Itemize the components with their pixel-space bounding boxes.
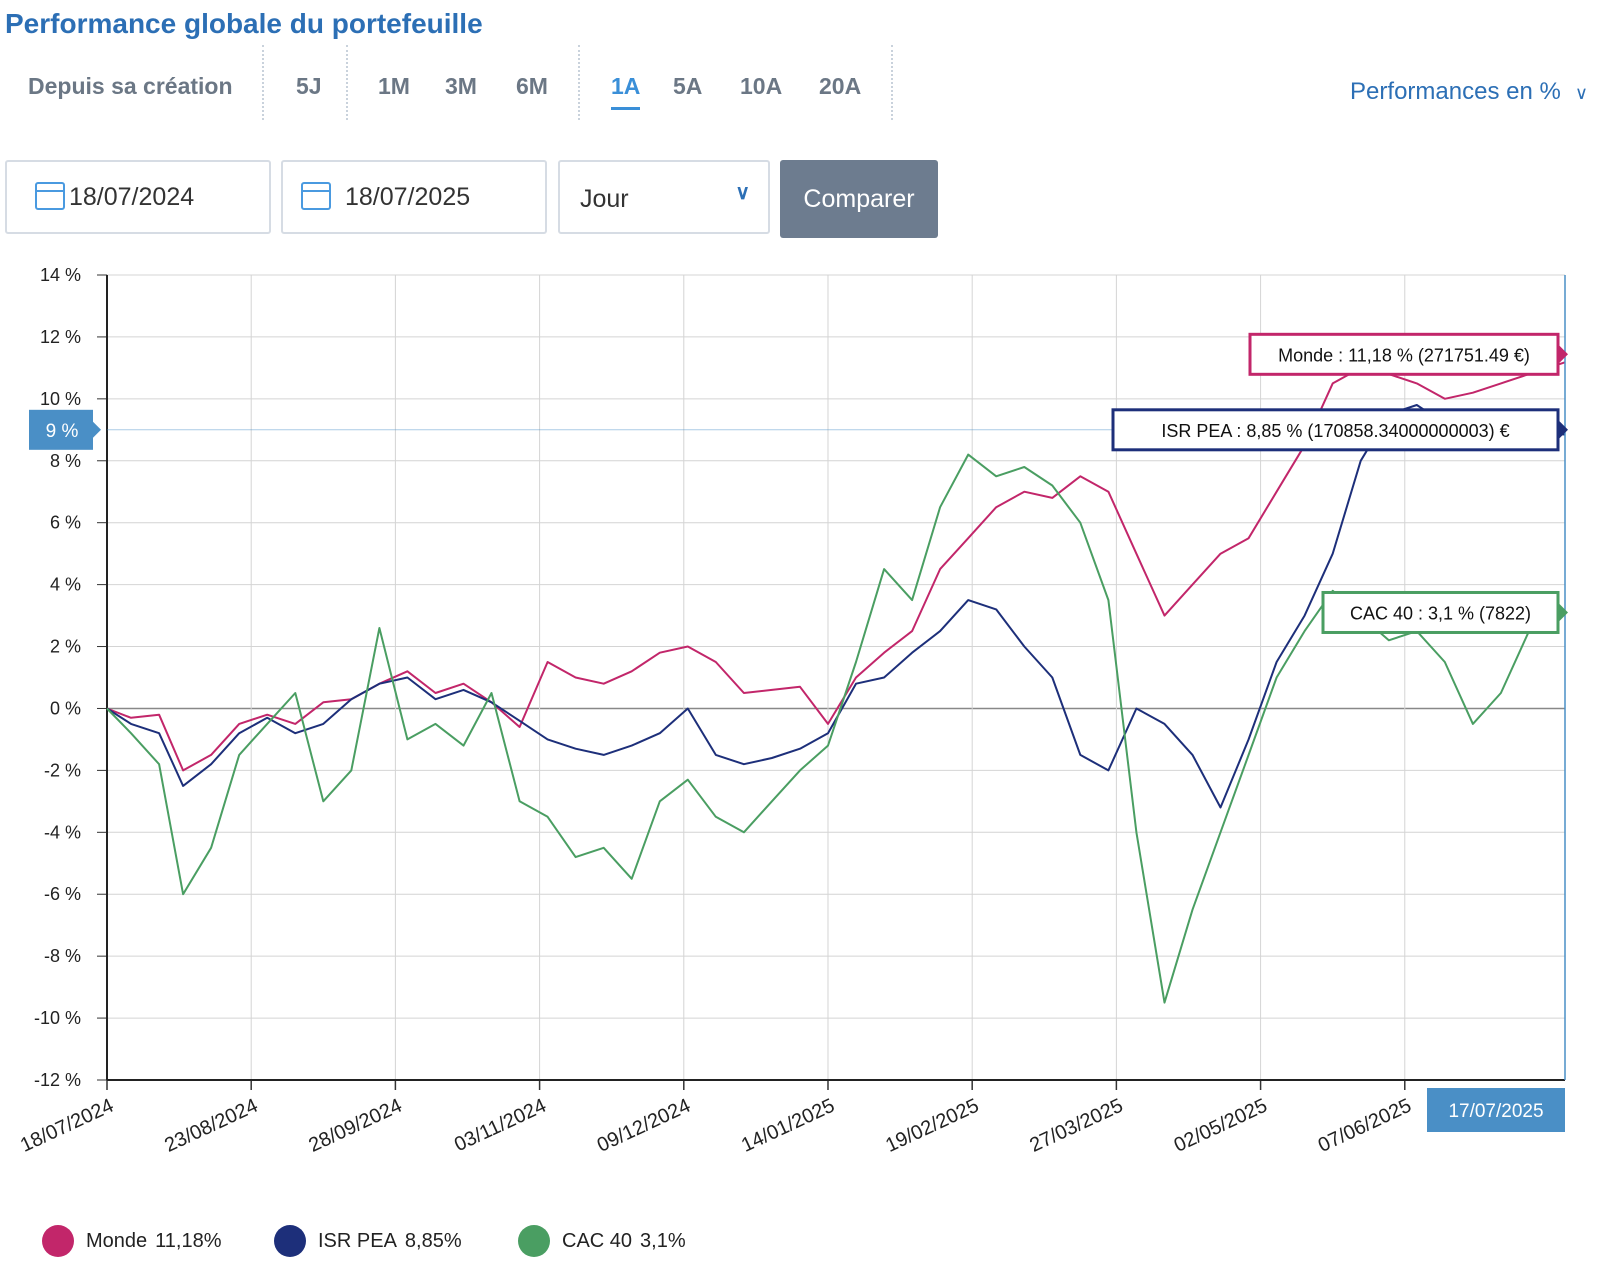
- chart-series-lines: [106, 361, 1566, 1004]
- y-tick-label: -8 %: [44, 946, 81, 966]
- legend-value: 3,1%: [640, 1229, 686, 1252]
- compare-button[interactable]: Comparer: [780, 160, 938, 238]
- legend-value: 11,18%: [155, 1229, 222, 1252]
- cursor-y-label: 9 %: [46, 421, 79, 442]
- tooltip-box: [1321, 590, 1560, 634]
- cursor-date-label: 17/07/2025: [1448, 1101, 1543, 1122]
- legend-dot: [42, 1225, 74, 1257]
- legend-dot: [518, 1225, 550, 1257]
- legend-label: CAC 40: [562, 1229, 633, 1252]
- legend-item-isr-pea[interactable]: ISR PEA 8,85%: [274, 1225, 462, 1257]
- y-tick-label: -12 %: [34, 1070, 81, 1090]
- period-5j[interactable]: 5J: [296, 73, 322, 99]
- x-tick-label: 23/08/2024: [161, 1095, 261, 1157]
- calendar-icon: [301, 182, 331, 210]
- period-6m[interactable]: 6M: [516, 73, 548, 99]
- page-title: Performance globale du portefeuille: [5, 8, 483, 39]
- chart-cursor-overlay: 9 % 17/07/2025 Monde : 11,18 % (271751.49 …: [29, 275, 1568, 1132]
- cursor-date-badge: [1427, 1088, 1565, 1132]
- legend-item-cac-40[interactable]: CAC 40 3,1%: [518, 1225, 686, 1257]
- end-date-value: 18/07/2025: [345, 183, 471, 211]
- tooltip-text: Monde : 11,18 % (271751.49 €): [1278, 345, 1530, 365]
- frequency-select[interactable]: Jour ∨: [558, 160, 770, 234]
- performance-mode-select[interactable]: Performances en % ∨: [1350, 78, 1588, 106]
- y-tick-label: -10 %: [34, 1008, 81, 1028]
- x-tick-label: 07/06/2025: [1315, 1095, 1415, 1157]
- tooltip-pointer: [1558, 419, 1568, 440]
- chevron-down-icon: ∨: [1574, 83, 1588, 103]
- start-date-field[interactable]: 18/07/2024: [5, 160, 271, 234]
- tooltip-text: CAC 40 : 3,1 % (7822): [1350, 603, 1531, 623]
- y-tick-label: 0 %: [50, 698, 81, 718]
- x-tick-label: 02/05/2025: [1171, 1095, 1271, 1157]
- period-1m[interactable]: 1M: [378, 73, 410, 99]
- frequency-value: Jour: [580, 185, 629, 213]
- y-tick-label: 12 %: [40, 327, 81, 347]
- tooltip-box: [1248, 332, 1560, 376]
- series-line-isr-pea: [106, 404, 1566, 809]
- tooltip-box: [1111, 408, 1560, 452]
- y-tick-label: 4 %: [50, 575, 81, 595]
- x-tick-label: 19/02/2025: [882, 1095, 982, 1157]
- period-selector: Depuis sa création 5J 1M 3M 6M 1A 5A 10A…: [0, 45, 900, 120]
- series-line-cac-40: [106, 453, 1566, 1004]
- period-divider: [891, 45, 893, 120]
- cursor-y-badge-arrow: [93, 421, 101, 438]
- period-5a[interactable]: 5A: [673, 73, 703, 99]
- period-since-creation[interactable]: Depuis sa création: [28, 73, 233, 99]
- performance-line-chart: 14 % 12 % 10 % 8 % 6 % 4 % 2 % 0 % -2 % -4 % -6 % -…: [17, 265, 1568, 1157]
- y-tick-label: -2 %: [44, 760, 81, 780]
- x-tick-label: 28/09/2024: [305, 1095, 405, 1157]
- calendar-icon: [35, 182, 65, 210]
- y-tick-label: 10 %: [40, 389, 81, 409]
- tooltip-pointer: [1558, 602, 1568, 623]
- x-tick-label: 14/01/2025: [738, 1095, 838, 1157]
- period-3m[interactable]: 3M: [445, 73, 477, 99]
- legend-label: Monde: [86, 1229, 148, 1252]
- y-axis-labels: 14 % 12 % 10 % 8 % 6 % 4 % 2 % 0 % -2 % -4 % -6 % -…: [34, 265, 81, 1090]
- chevron-down-icon: ∨: [735, 182, 750, 204]
- y-tick-label: -6 %: [44, 884, 81, 904]
- y-tick-label: 8 %: [50, 451, 81, 471]
- start-date-value: 18/07/2024: [69, 183, 195, 211]
- x-tick-label: 27/03/2025: [1026, 1095, 1126, 1157]
- chart-grid: [97, 274, 1565, 1090]
- x-tick-label: 18/07/2024: [17, 1095, 117, 1157]
- legend-label: ISR PEA: [318, 1229, 397, 1252]
- cursor-y-badge: [29, 409, 93, 450]
- legend-value: 8,85%: [404, 1229, 462, 1252]
- period-1a[interactable]: 1A: [611, 73, 641, 110]
- x-axis-labels: 18/07/2024 23/08/2024 28/09/2024 03/11/2024…: [17, 1095, 1415, 1157]
- legend-item-monde[interactable]: Monde 11,18%: [42, 1225, 222, 1257]
- chart-legend: Monde 11,18% ISR PEA 8,85% CAC 40 3,1%: [0, 1225, 900, 1265]
- period-divider: [262, 45, 264, 120]
- x-tick-label: 09/12/2024: [594, 1095, 694, 1157]
- tooltip-pointer: [1558, 344, 1568, 365]
- y-tick-label: 6 %: [50, 513, 81, 533]
- end-date-field[interactable]: 18/07/2025: [281, 160, 547, 234]
- y-tick-label: 2 %: [50, 637, 81, 657]
- y-tick-label: -4 %: [44, 822, 81, 842]
- tooltip-text: ISR PEA : 8,85 % (170858.34000000003) €: [1161, 421, 1509, 441]
- performance-mode-label: Performances en %: [1350, 78, 1561, 105]
- legend-dot: [274, 1225, 306, 1257]
- x-tick-label: 03/11/2024: [451, 1095, 550, 1157]
- y-tick-label: 14 %: [40, 265, 81, 285]
- period-divider: [346, 45, 348, 120]
- period-divider: [578, 45, 580, 120]
- period-10a[interactable]: 10A: [740, 73, 783, 99]
- period-20a[interactable]: 20A: [819, 73, 862, 99]
